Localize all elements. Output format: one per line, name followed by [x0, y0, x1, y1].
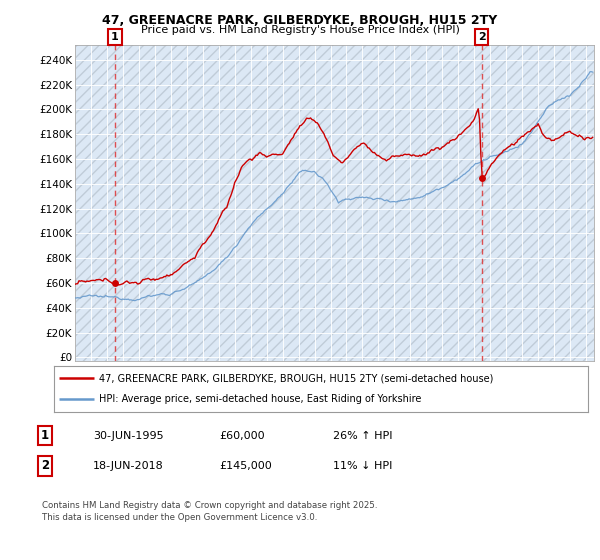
Text: Contains HM Land Registry data © Crown copyright and database right 2025.
This d: Contains HM Land Registry data © Crown c… [42, 501, 377, 522]
Text: 11% ↓ HPI: 11% ↓ HPI [333, 461, 392, 471]
Text: 26% ↑ HPI: 26% ↑ HPI [333, 431, 392, 441]
Text: £60,000: £60,000 [219, 431, 265, 441]
Text: £145,000: £145,000 [219, 461, 272, 471]
Text: 1: 1 [111, 32, 119, 42]
Text: 18-JUN-2018: 18-JUN-2018 [93, 461, 164, 471]
Text: HPI: Average price, semi-detached house, East Riding of Yorkshire: HPI: Average price, semi-detached house,… [100, 394, 422, 404]
Text: 47, GREENACRE PARK, GILBERDYKE, BROUGH, HU15 2TY (semi-detached house): 47, GREENACRE PARK, GILBERDYKE, BROUGH, … [100, 373, 494, 383]
Text: 2: 2 [478, 32, 485, 42]
Text: 1: 1 [41, 429, 49, 442]
Text: 2: 2 [41, 459, 49, 473]
Text: 30-JUN-1995: 30-JUN-1995 [93, 431, 164, 441]
Text: 47, GREENACRE PARK, GILBERDYKE, BROUGH, HU15 2TY: 47, GREENACRE PARK, GILBERDYKE, BROUGH, … [103, 14, 497, 27]
Text: Price paid vs. HM Land Registry's House Price Index (HPI): Price paid vs. HM Land Registry's House … [140, 25, 460, 35]
Bar [75, 45, 594, 361]
